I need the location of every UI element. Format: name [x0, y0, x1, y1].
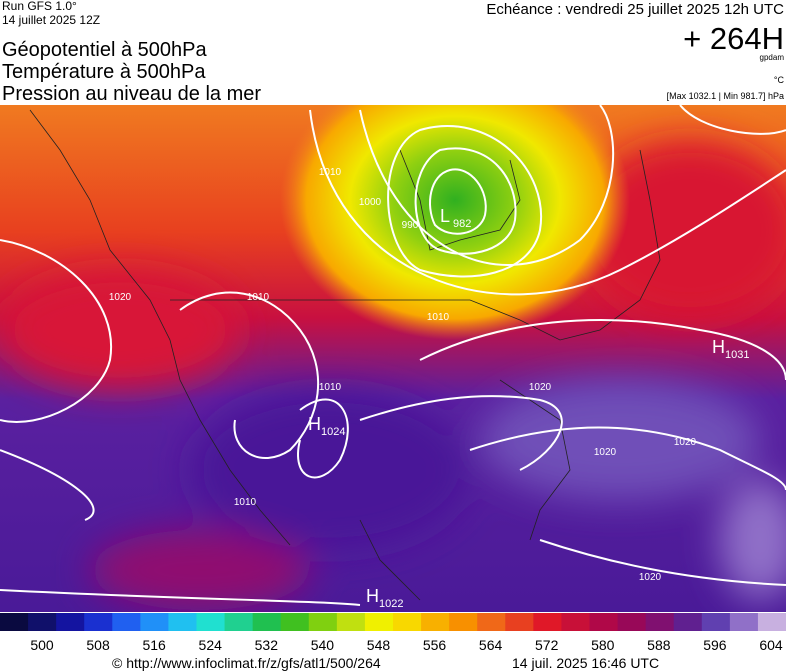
- color-swatch: [701, 613, 731, 631]
- colorbar-label: 604: [759, 637, 783, 653]
- colorbar-label: 516: [142, 637, 166, 653]
- valid-time: Echéance : vendredi 25 juillet 2025 12h …: [486, 1, 784, 18]
- color-swatch: [533, 613, 562, 631]
- color-swatch: [617, 613, 647, 631]
- color-swatch: [757, 613, 786, 631]
- center-letter: L: [440, 206, 450, 226]
- colorbar-label: 524: [199, 637, 223, 653]
- color-swatch: [477, 613, 506, 631]
- colorbar-label: 508: [86, 637, 110, 653]
- center-value: 1024: [321, 426, 345, 438]
- color-swatch: [645, 613, 675, 631]
- isobar-label: 1010: [319, 167, 342, 178]
- center-value: 1022: [379, 598, 403, 610]
- unit: °C: [774, 75, 785, 85]
- color-swatch: [168, 613, 197, 631]
- colorbar-label: 564: [479, 637, 503, 653]
- isobar-label: 1020: [594, 447, 617, 458]
- colorbar-label: 532: [255, 637, 279, 653]
- title: Température à 500hPa: [2, 61, 206, 83]
- color-swatch: [28, 613, 57, 631]
- lead-time: + 264H: [683, 21, 784, 56]
- color-swatch: [196, 613, 226, 631]
- isobar-label: 1020: [529, 382, 552, 393]
- isobar-label: 1020: [674, 437, 697, 448]
- colorbar-label: 580: [591, 637, 615, 653]
- map: [0, 105, 786, 612]
- color-swatch: [589, 613, 619, 631]
- color-swatch: [308, 613, 338, 631]
- colorbar-label: 500: [30, 637, 54, 653]
- unit: gpdam: [760, 53, 785, 62]
- color-swatch: [224, 613, 254, 631]
- isobar-label: 1000: [359, 197, 382, 208]
- run-date: 14 juillet 2025 12Z: [2, 13, 100, 27]
- colorbar-label: 540: [311, 637, 335, 653]
- colorbar-label: 556: [423, 637, 447, 653]
- color-swatch: [421, 613, 450, 631]
- footer-stamp: 14 juil. 2025 16:46 UTC: [512, 655, 659, 671]
- color-swatch: [505, 613, 534, 631]
- color-swatch: [252, 613, 282, 631]
- center-letter: H: [308, 414, 321, 434]
- footer-url: © http://www.infoclimat.fr/z/gfs/atl1/50…: [112, 655, 381, 671]
- color-swatch: [729, 613, 759, 631]
- center-value: 982: [453, 218, 471, 230]
- isobar-label: 1010: [427, 312, 450, 323]
- colorbar-label: 572: [535, 637, 559, 653]
- isobar-label: 1010: [247, 292, 270, 303]
- isobar-label: 1010: [234, 497, 257, 508]
- isobar-label: 1010: [319, 382, 342, 393]
- color-swatch: [449, 613, 478, 631]
- color-swatch: [56, 613, 85, 631]
- title: Géopotentiel à 500hPa: [2, 39, 207, 61]
- run: Run GFS 1.0°: [2, 0, 77, 13]
- isobar-label: 990: [402, 220, 419, 231]
- colorbar-label: 596: [703, 637, 727, 653]
- colorbar-label: 588: [647, 637, 671, 653]
- center-letter: H: [712, 337, 725, 357]
- color-swatch: [112, 613, 141, 631]
- color-swatch: [280, 613, 310, 631]
- center-value: 1031: [725, 349, 749, 361]
- title: Pression au niveau de la mer: [2, 83, 261, 105]
- color-swatch: [673, 613, 703, 631]
- color-swatch: [364, 613, 394, 631]
- colorbar-label: 548: [367, 637, 391, 653]
- color-swatch: [0, 613, 29, 631]
- isobar-label: 1020: [639, 572, 662, 583]
- center-letter: H: [366, 586, 379, 606]
- color-swatch: [84, 613, 113, 631]
- color-swatch: [140, 613, 169, 631]
- colorbar: 500 508 516 524 532 540 548 556 564 572 580 588 596 6…: [0, 613, 786, 653]
- isobar-label: 1020: [109, 292, 132, 303]
- color-swatch: [336, 613, 366, 631]
- extremes: [Max 1032.1 | Min 981.7] hPa: [667, 91, 784, 101]
- color-swatch: [393, 613, 422, 631]
- color-swatch: [561, 613, 590, 631]
